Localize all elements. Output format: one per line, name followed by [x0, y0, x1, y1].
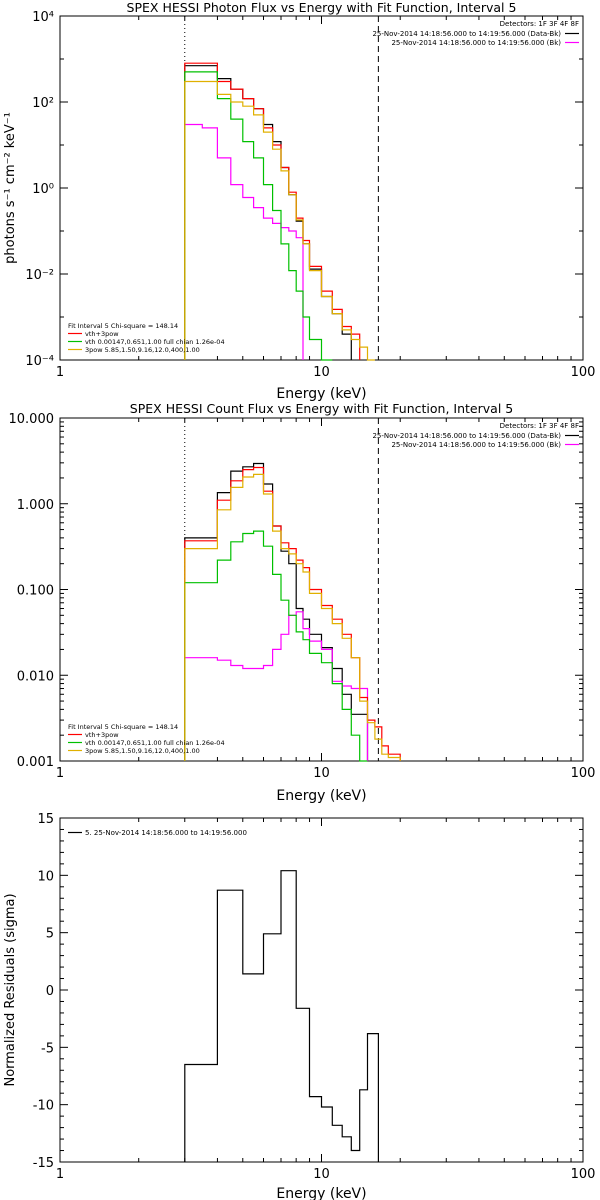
fit-info-text: Fit Interval 5 Chi-square = 148.14	[68, 322, 178, 330]
x-tick-label: 100	[571, 766, 596, 781]
plot-frame	[59, 817, 584, 1163]
x-tick-label: 100	[571, 365, 596, 380]
y-tick-label: 10⁻²	[25, 268, 54, 283]
y-tick-label: -5	[41, 1041, 54, 1056]
fit-legend-entry: vth+3pow	[85, 731, 119, 739]
chart-panel-2: SPEX HESSI Count Flux vs Energy with Fit…	[9, 401, 596, 804]
y-tick-label: 1.000	[17, 498, 54, 513]
x-tick-label: 1	[56, 1167, 64, 1182]
series-line-vth-3pow	[184, 62, 361, 360]
fit-legend-entry: 3pow 5.85,1.50,9.16,12.0,400,1.00	[85, 747, 200, 755]
series-line-5	[184, 870, 379, 1162]
legend-entry: 25-Nov-2014 14:18:56.000 to 14:19:56.000…	[372, 432, 561, 440]
y-tick-label: 10	[37, 869, 54, 884]
y-tick-label: 0	[46, 984, 54, 999]
y-tick-label: 0.010	[17, 669, 54, 684]
y-tick-label: 10⁰	[32, 182, 54, 197]
series-line-data-bk	[184, 462, 369, 761]
series-line-3pow	[184, 473, 401, 761]
fit-legend-entry: vth 0.00147,0.651,1.00 full chian 1.26e-…	[85, 739, 225, 747]
fit-legend-entry: vth 0.00147,0.651,1.00 full chian 1.26e-…	[85, 338, 225, 346]
y-tick-label: -10	[33, 1099, 54, 1114]
fit-info-text: Fit Interval 5 Chi-square = 148.14	[68, 723, 178, 731]
fit-legend-entry: 3pow 5.85,1.50,9.16,12.0,400,1.00	[85, 346, 200, 354]
x-tick-label: 10	[313, 365, 330, 380]
legend-header: Detectors: 1F 3F 4F 8F	[500, 20, 579, 28]
legend-entry: 25-Nov-2014 14:18:56.000 to 14:19:56.000…	[391, 441, 561, 449]
y-tick-label: 10²	[32, 96, 54, 111]
chart-title: SPEX HESSI Photon Flux vs Energy with Fi…	[127, 0, 517, 15]
y-tick-label: 10.000	[9, 412, 55, 427]
series-line-data-bk	[184, 65, 352, 360]
x-axis-label: Energy (keV)	[276, 386, 366, 402]
x-tick-label: 1	[56, 766, 64, 781]
y-tick-label: 15	[37, 812, 54, 827]
series-line-3pow	[184, 80, 375, 361]
series-line-vth	[184, 71, 333, 361]
y-tick-label: 0.100	[17, 584, 54, 599]
y-tick-label: 10⁻⁴	[25, 354, 54, 369]
y-tick-label: -15	[33, 1156, 54, 1171]
y-tick-label: 5	[46, 927, 54, 942]
legend-header: Detectors: 1F 3F 4F 8F	[500, 422, 579, 430]
series-line-bk	[184, 123, 304, 360]
legend-entry: 25-Nov-2014 14:18:56.000 to 14:19:56.000…	[391, 39, 561, 47]
legend-entry: 5. 25-Nov-2014 14:18:56.000 to 14:19:56.…	[85, 829, 247, 837]
y-tick-label: 0.001	[17, 755, 54, 770]
chart-title: SPEX HESSI Count Flux vs Energy with Fit…	[130, 401, 513, 416]
x-tick-label: 10	[313, 1167, 330, 1182]
chart-panel-1: SPEX HESSI Photon Flux vs Energy with Fi…	[3, 0, 595, 402]
x-axis-label: Energy (keV)	[276, 788, 366, 804]
series-line-vth	[184, 530, 368, 762]
fit-legend-entry: vth+3pow	[85, 330, 119, 338]
y-axis-label: photons s⁻¹ cm⁻² keV⁻¹	[3, 112, 18, 264]
plot-frame	[59, 15, 584, 361]
y-axis-label: Normalized Residuals (sigma)	[3, 893, 18, 1086]
chart-panel-3: 1 10 100 Energy (keV) -15 -10 -5 0 5 10 15 Normaliz…	[3, 812, 595, 1200]
x-tick-label: 1	[56, 365, 64, 380]
y-tick-label: 10⁴	[32, 10, 54, 25]
legend-entry: 25-Nov-2014 14:18:56.000 to 14:19:56.000…	[372, 30, 561, 38]
x-tick-label: 100	[571, 1167, 596, 1182]
x-tick-label: 10	[313, 766, 330, 781]
x-axis-label: Energy (keV)	[276, 1186, 366, 1200]
